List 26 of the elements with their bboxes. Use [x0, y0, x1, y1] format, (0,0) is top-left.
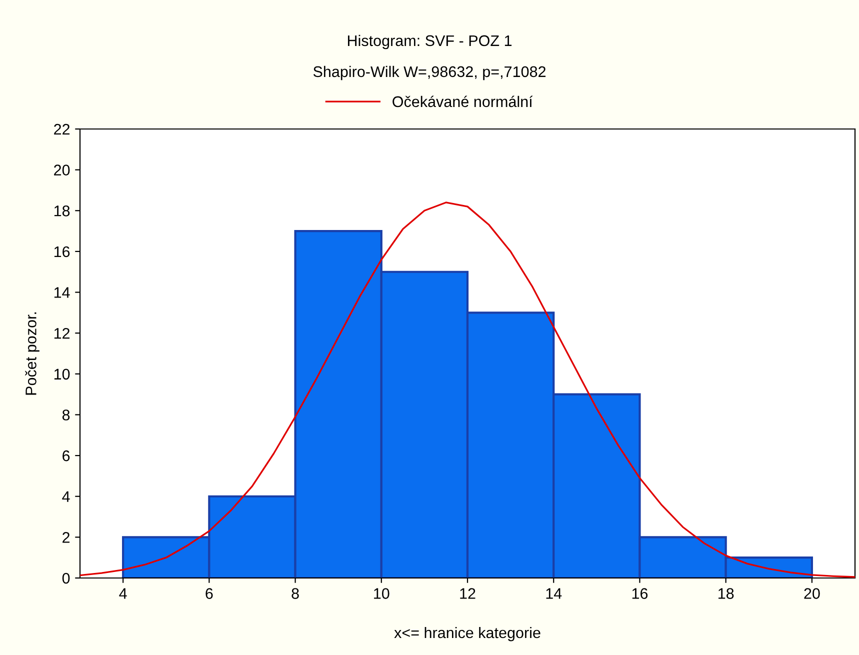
- x-tick-label: 18: [718, 588, 734, 599]
- y-tick-label: 16: [54, 246, 70, 258]
- x-tick-label: 12: [460, 588, 476, 599]
- y-tick-label: 14: [54, 287, 70, 298]
- y-tick-label: 2: [62, 532, 70, 543]
- y-tick-label: 4: [62, 491, 70, 502]
- y-tick-label: 20: [54, 164, 70, 176]
- x-axis-title: x<= hranice kategorie: [394, 626, 540, 642]
- x-tick-label: 8: [292, 588, 299, 599]
- x-tick-label: 4: [119, 588, 127, 599]
- x-tick-label: 14: [546, 588, 562, 599]
- y-axis-title: Počet pozor.: [25, 312, 40, 395]
- chart-subtitle: Shapiro-Wilk W=,98632, p=,71082: [313, 66, 546, 80]
- y-tick-label: 22: [54, 124, 70, 135]
- y-tick-label: 10: [54, 368, 70, 380]
- y-tick-label: 18: [54, 206, 70, 216]
- x-tick-label: 6: [206, 588, 213, 599]
- legend-label: Očekávané normální: [392, 96, 533, 108]
- y-tick-label: 8: [62, 410, 70, 420]
- chart-title: Histogram: SVF - POZ 1: [348, 34, 512, 50]
- y-tick-label: 12: [54, 328, 70, 339]
- x-tick-label: 20: [804, 588, 820, 599]
- y-tick-label: 0: [62, 572, 70, 584]
- x-tick-label: 10: [374, 588, 390, 599]
- y-tick-label: 6: [62, 450, 70, 462]
- x-tick-label: 16: [632, 588, 648, 599]
